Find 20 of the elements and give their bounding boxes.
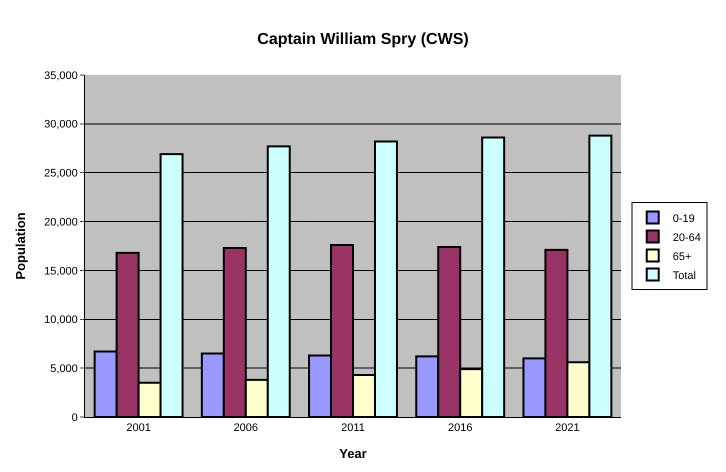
legend-label: Total bbox=[672, 270, 696, 282]
x-tick-label: 2021 bbox=[555, 422, 580, 434]
y-tick-label: 25,000 bbox=[44, 168, 78, 180]
y-tick-label: 10,000 bbox=[44, 314, 78, 326]
x-tick-label: 2001 bbox=[126, 422, 151, 434]
chart-title: Captain William Spry (CWS) bbox=[257, 31, 469, 48]
x-tick-label: 2016 bbox=[448, 422, 472, 434]
x-tick-label: 2011 bbox=[341, 422, 365, 434]
legend-label: 20-64 bbox=[672, 232, 701, 244]
y-tick-label: 5,000 bbox=[50, 362, 78, 375]
legend-label: 65+ bbox=[672, 250, 692, 263]
x-axis-title: Year bbox=[339, 446, 367, 461]
y-tick-label: 35,000 bbox=[44, 70, 78, 82]
x-tick-label: 2006 bbox=[234, 422, 258, 434]
legend-label: 0-19 bbox=[672, 212, 695, 225]
y-axis-title: Population bbox=[13, 212, 28, 280]
y-tick-label: 0 bbox=[72, 412, 78, 424]
y-tick-label: 20,000 bbox=[44, 216, 78, 228]
y-tick-label: 15,000 bbox=[44, 265, 78, 278]
y-tick-label: 30,000 bbox=[44, 118, 78, 131]
